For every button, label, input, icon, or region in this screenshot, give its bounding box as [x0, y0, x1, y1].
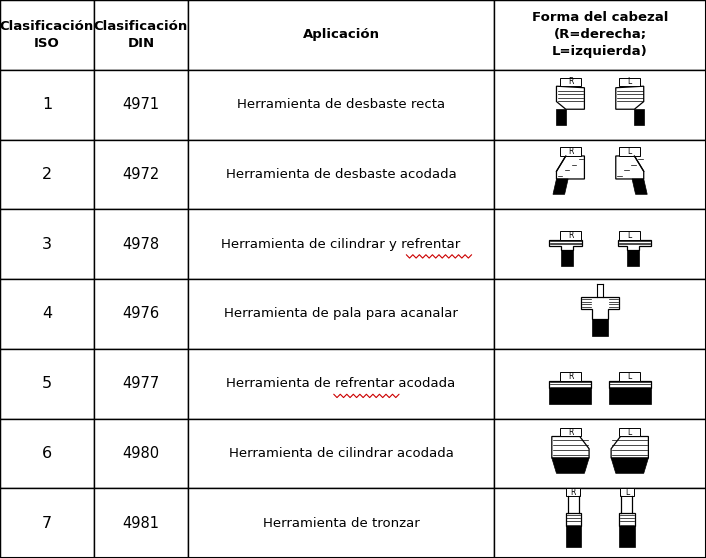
Bar — [560, 231, 581, 239]
Text: 2: 2 — [42, 167, 52, 182]
Text: Herramienta de desbaste recta: Herramienta de desbaste recta — [237, 98, 445, 111]
Text: R: R — [568, 147, 573, 156]
Bar — [619, 231, 640, 239]
Text: R: R — [568, 372, 573, 381]
Polygon shape — [552, 458, 589, 473]
Text: 4976: 4976 — [122, 306, 160, 321]
Bar — [560, 428, 581, 436]
Text: 7: 7 — [42, 516, 52, 531]
Polygon shape — [611, 458, 648, 473]
Text: 4: 4 — [42, 306, 52, 321]
Text: R: R — [570, 488, 576, 497]
Text: L: L — [628, 78, 632, 86]
Bar — [0, 0, 94, 70]
Bar — [619, 372, 640, 381]
Bar — [94, 70, 188, 140]
Text: 4981: 4981 — [122, 516, 160, 531]
Text: Forma del cabezal
(R=derecha;
L=izquierda): Forma del cabezal (R=derecha; L=izquierd… — [532, 11, 669, 59]
Text: Herramienta de desbaste acodada: Herramienta de desbaste acodada — [226, 168, 456, 181]
Bar — [0, 279, 94, 349]
Bar — [0, 140, 94, 209]
Bar — [94, 209, 188, 279]
Bar — [560, 147, 581, 156]
Polygon shape — [632, 179, 647, 194]
Polygon shape — [619, 527, 635, 547]
Text: Herramienta de cilindrar acodada: Herramienta de cilindrar acodada — [229, 447, 453, 460]
Bar — [494, 349, 706, 418]
Polygon shape — [553, 179, 568, 194]
Bar — [188, 70, 494, 140]
Text: Herramienta de refrentar acodada: Herramienta de refrentar acodada — [227, 377, 455, 390]
Bar — [619, 78, 640, 86]
Polygon shape — [549, 388, 592, 403]
Text: L: L — [628, 372, 632, 381]
Bar — [619, 147, 640, 156]
Bar — [494, 209, 706, 279]
Bar — [188, 488, 494, 558]
Bar — [494, 418, 706, 488]
Bar — [188, 418, 494, 488]
Bar — [188, 209, 494, 279]
Text: 5: 5 — [42, 376, 52, 391]
Bar — [94, 418, 188, 488]
Polygon shape — [635, 109, 644, 124]
Text: 4978: 4978 — [122, 237, 160, 252]
Text: R: R — [568, 427, 573, 437]
Text: Clasificación
ISO: Clasificación ISO — [0, 20, 94, 50]
Bar — [94, 0, 188, 70]
Polygon shape — [609, 388, 651, 403]
Polygon shape — [556, 109, 566, 124]
Bar — [620, 488, 634, 497]
Bar — [94, 488, 188, 558]
Text: 4980: 4980 — [122, 446, 160, 461]
Bar — [0, 70, 94, 140]
Bar — [494, 140, 706, 209]
Bar — [188, 349, 494, 418]
Polygon shape — [566, 527, 581, 547]
Text: Clasificación
DIN: Clasificación DIN — [94, 20, 188, 50]
Bar — [0, 209, 94, 279]
Bar — [188, 279, 494, 349]
Bar — [494, 70, 706, 140]
Text: Herramienta de pala para acanalar: Herramienta de pala para acanalar — [224, 307, 458, 320]
Text: Aplicación: Aplicación — [302, 28, 380, 41]
Bar — [560, 78, 581, 86]
Bar — [0, 349, 94, 418]
Bar — [566, 488, 580, 497]
Text: Herramienta de cilindrar y refrentar: Herramienta de cilindrar y refrentar — [222, 238, 460, 251]
Text: L: L — [628, 230, 632, 240]
Text: 6: 6 — [42, 446, 52, 461]
Text: R: R — [568, 78, 573, 86]
Bar — [188, 0, 494, 70]
Bar — [494, 0, 706, 70]
Text: 3: 3 — [42, 237, 52, 252]
Bar — [494, 488, 706, 558]
Text: L: L — [628, 427, 632, 437]
Bar — [0, 488, 94, 558]
Bar — [188, 140, 494, 209]
Bar — [0, 418, 94, 488]
Text: R: R — [568, 230, 573, 240]
Bar — [494, 279, 706, 349]
Bar — [94, 349, 188, 418]
Polygon shape — [628, 250, 639, 266]
Bar — [94, 140, 188, 209]
Text: Herramienta de tronzar: Herramienta de tronzar — [263, 517, 419, 530]
Polygon shape — [561, 250, 573, 266]
Text: 4977: 4977 — [122, 376, 160, 391]
Text: 1: 1 — [42, 97, 52, 112]
Text: 4971: 4971 — [122, 97, 160, 112]
Text: 4972: 4972 — [122, 167, 160, 182]
Text: L: L — [628, 147, 632, 156]
Text: L: L — [625, 488, 629, 497]
Polygon shape — [592, 319, 609, 335]
Bar — [619, 428, 640, 436]
Bar — [94, 279, 188, 349]
Bar — [560, 372, 581, 381]
